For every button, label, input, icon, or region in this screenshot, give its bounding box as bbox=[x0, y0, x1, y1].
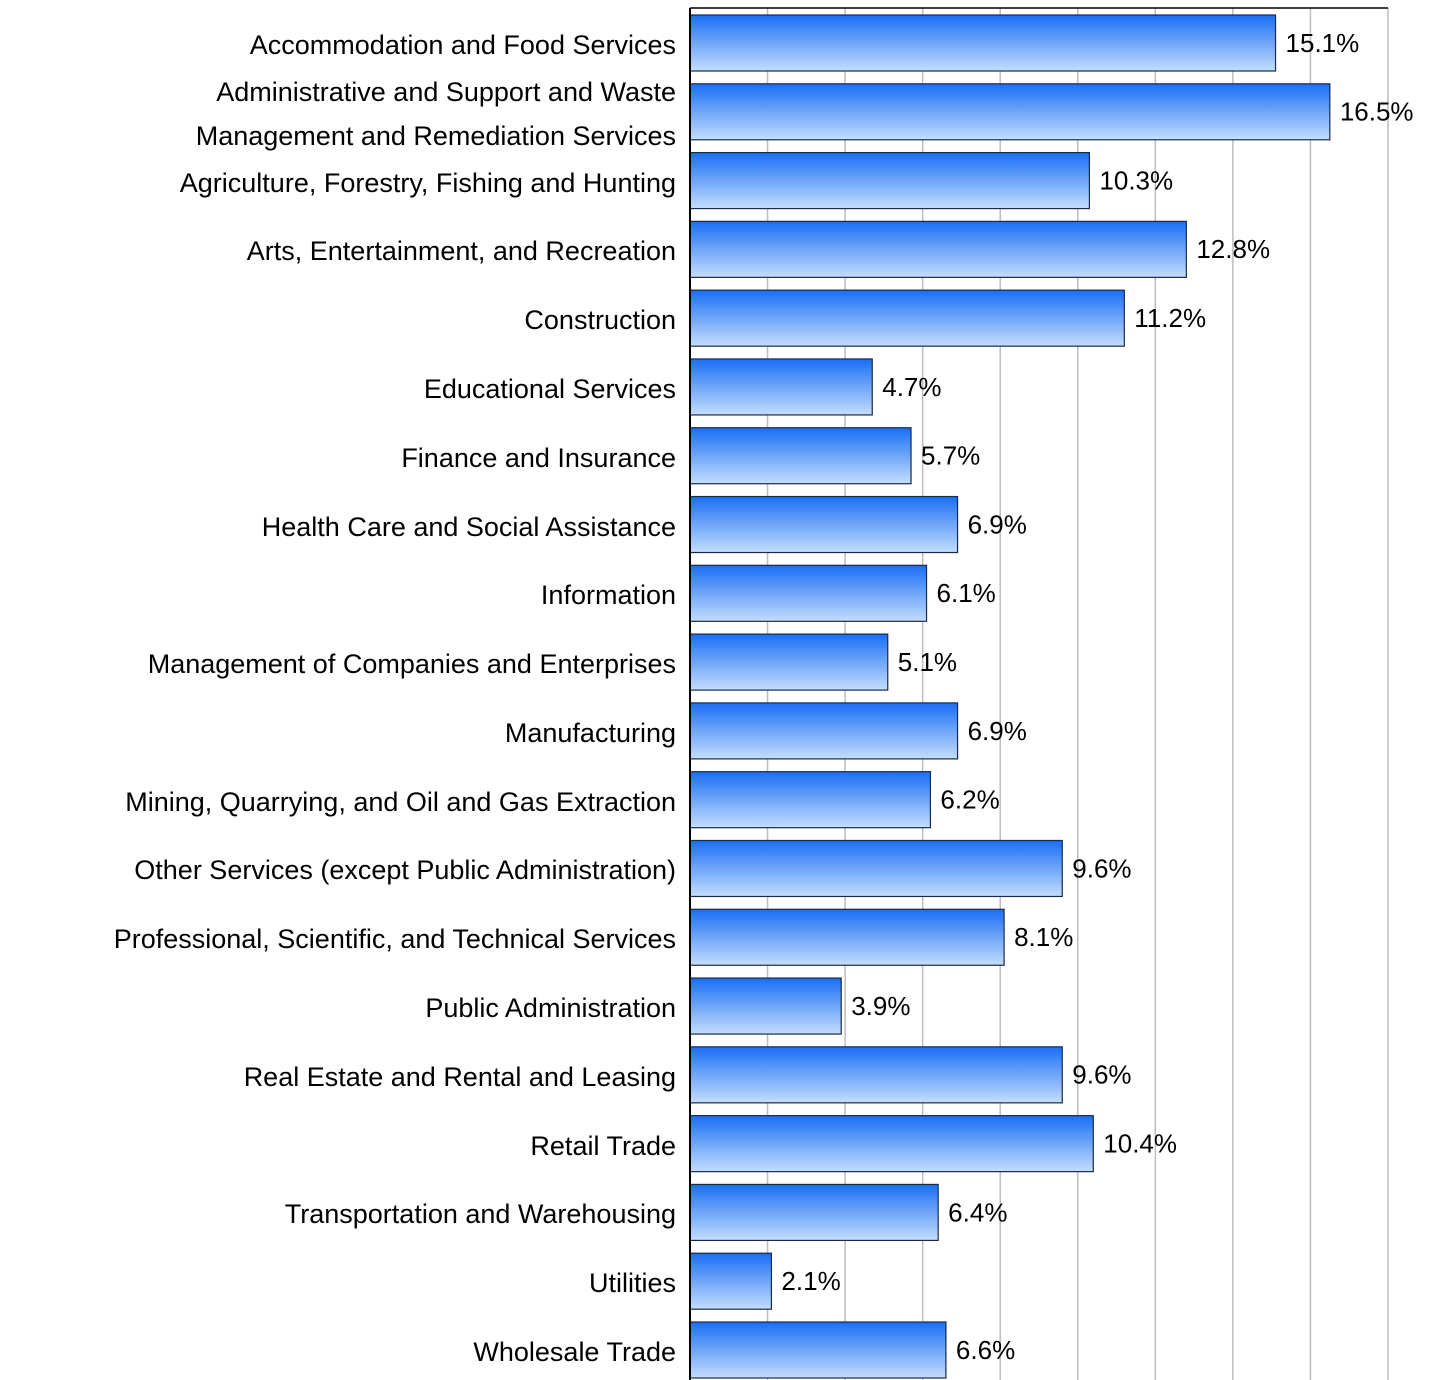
bar bbox=[689, 289, 1125, 347]
y-tick-label: Manufacturing bbox=[504, 717, 676, 748]
value-label: 3.9% bbox=[851, 991, 910, 1021]
y-tick-label: Transportation and Warehousing bbox=[284, 1199, 676, 1230]
y-tick-label: Arts, Entertainment, and Recreation bbox=[246, 236, 676, 267]
value-label: 6.2% bbox=[940, 785, 999, 815]
value-label: 8.1% bbox=[1014, 922, 1073, 952]
y-tick-label: Professional, Scientific, and Technical … bbox=[113, 924, 676, 955]
bar bbox=[689, 633, 889, 691]
y-tick-label: Accommodation and Food Services bbox=[249, 30, 676, 60]
value-label: 15.1% bbox=[1286, 28, 1360, 58]
value-label: 11.2% bbox=[1134, 303, 1206, 333]
bar bbox=[689, 1321, 947, 1379]
value-label: 5.1% bbox=[898, 647, 957, 677]
bar bbox=[689, 151, 1091, 210]
y-tick-label: Public Administration bbox=[425, 993, 676, 1024]
y-tick-label: Real Estate and Rental and Leasing bbox=[243, 1061, 676, 1092]
bar bbox=[689, 977, 842, 1035]
y-tick-label: Health Care and Social Assistance bbox=[261, 511, 676, 542]
bar bbox=[689, 908, 1005, 966]
bar bbox=[689, 1046, 1063, 1104]
bar bbox=[689, 495, 959, 554]
y-tick-label: Wholesale Trade bbox=[473, 1337, 676, 1367]
value-label: 2.1% bbox=[781, 1266, 840, 1296]
value-label: 6.9% bbox=[968, 716, 1027, 746]
bar bbox=[689, 14, 1277, 72]
value-label: 16.5% bbox=[1340, 97, 1414, 127]
bar bbox=[689, 1183, 939, 1242]
y-tick-label: Educational Services bbox=[423, 373, 676, 404]
y-tick-label: Agriculture, Forestry, Fishing and Hunti… bbox=[179, 167, 676, 198]
value-label: 9.6% bbox=[1072, 853, 1131, 883]
value-label: 6.6% bbox=[956, 1335, 1015, 1365]
y-tick-label: Finance and Insurance bbox=[401, 442, 676, 473]
y-tick-label: Utilities bbox=[588, 1268, 676, 1299]
bar bbox=[689, 427, 912, 485]
value-label: 6.1% bbox=[937, 578, 996, 608]
bar bbox=[689, 83, 1331, 141]
bar bbox=[689, 771, 932, 829]
bar bbox=[689, 839, 1063, 898]
bar bbox=[689, 220, 1187, 278]
value-label: 6.4% bbox=[948, 1197, 1007, 1227]
bar bbox=[689, 1115, 1094, 1173]
value-label: 5.7% bbox=[921, 441, 980, 471]
bar bbox=[689, 358, 873, 416]
value-label: 10.4% bbox=[1103, 1129, 1177, 1159]
bar bbox=[689, 702, 959, 760]
y-tick-label: Retail Trade bbox=[530, 1130, 676, 1161]
y-tick-label: Management of Companies and Enterprises bbox=[147, 649, 676, 680]
value-label: 10.3% bbox=[1099, 165, 1173, 195]
bar bbox=[689, 1252, 773, 1310]
y-tick-label: Mining, Quarrying, and Oil and Gas Extra… bbox=[125, 786, 676, 817]
y-tick-label: Other Services (except Public Administra… bbox=[134, 855, 676, 886]
y-tick-label: Information bbox=[540, 580, 676, 611]
y-tick-label: Administrative and Support and Waste Man… bbox=[195, 76, 676, 151]
y-tick-label: Construction bbox=[524, 305, 676, 336]
bar bbox=[689, 564, 928, 622]
value-label: 12.8% bbox=[1196, 234, 1270, 264]
value-label: 4.7% bbox=[882, 372, 941, 402]
value-label: 6.9% bbox=[968, 509, 1027, 539]
value-label: 9.6% bbox=[1072, 1060, 1131, 1090]
